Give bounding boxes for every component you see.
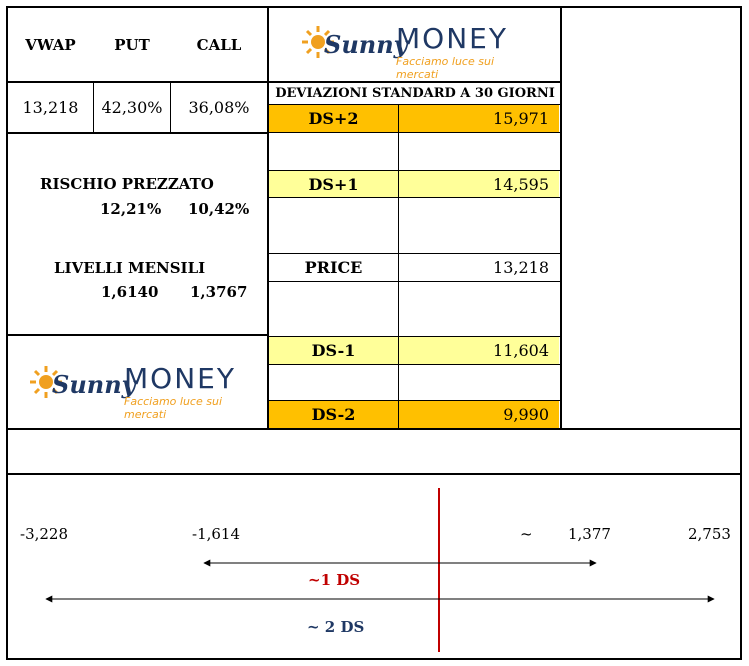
header-row-divider (6, 81, 268, 83)
dev-column-divider (398, 104, 399, 429)
levels-high: 1,3767 (190, 283, 248, 301)
dev-row-line (268, 400, 561, 401)
divider-bottom-row (6, 428, 742, 430)
dev-title: DEVIAZIONI STANDARD A 30 GIORNI (275, 86, 555, 101)
dev-row-line (268, 170, 561, 171)
vwap-put-divider (93, 82, 94, 132)
sun-icon (30, 366, 62, 398)
logo-bottom: Sunny MONEY Facciamo luce sui mercati (28, 360, 258, 421)
sun-icon (302, 26, 334, 58)
dev-row-label: PRICE (304, 258, 363, 277)
logo-money-text: MONEY (396, 22, 508, 55)
logo-sunny-text: Sunny (324, 30, 408, 59)
outer-border-left (6, 6, 8, 474)
dev-row-value: 11,604 (399, 337, 559, 364)
divider-chart-top (6, 473, 742, 475)
risk-call-pct: 10,42% (188, 200, 250, 218)
logo-tagline: Facciamo luce sui mercati (124, 395, 223, 421)
levels-divider (6, 334, 268, 336)
logo-tagline: Facciamo luce sui mercati (396, 55, 495, 81)
outer-border-top (6, 6, 742, 8)
outer-border-right (740, 6, 742, 474)
vwap-label: VWAP (25, 35, 76, 54)
put-call-divider (170, 82, 171, 132)
call-label: CALL (196, 35, 242, 54)
call-value: 36,08% (188, 98, 250, 117)
put-label: PUT (114, 35, 150, 54)
dev-row-line (268, 132, 561, 133)
range-chart-box (6, 474, 742, 660)
vwap-value: 13,218 (22, 98, 79, 117)
levels-low: 1,6140 (101, 283, 159, 301)
dev-row-label: DS+2 (269, 105, 398, 132)
right-2ds-value: 2,753 (688, 525, 731, 543)
dev-row-value: 13,218 (493, 258, 549, 277)
dev-row-label: DS-2 (269, 401, 398, 428)
levels-title: LIVELLI MENSILI (54, 259, 206, 277)
dev-row-line (268, 253, 561, 254)
one-ds-label: ~1 DS (308, 571, 361, 589)
dev-row-value: 15,971 (399, 105, 559, 132)
dev-row-line (268, 104, 561, 105)
dev-row-label: DS-1 (269, 337, 398, 364)
put-value: 42,30% (101, 98, 163, 117)
right-1ds-value: 1,377 (568, 525, 611, 543)
two-ds-label: ~ 2 DS (307, 618, 365, 636)
values-row-divider (6, 132, 268, 134)
dev-header-top (268, 81, 561, 83)
dev-row-line (268, 364, 561, 365)
dev-row-label: DS+1 (269, 171, 398, 197)
logo-money-text: MONEY (124, 362, 236, 395)
logo-top: Sunny MONEY Facciamo luce sui mercati (300, 20, 530, 81)
dev-row-line (268, 336, 561, 337)
table-right-border (560, 6, 562, 430)
risk-put-pct: 12,21% (100, 200, 162, 218)
range-chart-svg (45, 488, 715, 652)
dev-row-value: 9,990 (399, 401, 559, 428)
risk-title: RISCHIO PREZZATO (40, 175, 214, 193)
logo-sunny-text: Sunny (52, 370, 136, 399)
panel-divider (267, 6, 269, 430)
left-2ds-value: -3,228 (20, 525, 69, 543)
dev-row-line (268, 281, 561, 282)
right-1ds-prefix: ~ (520, 525, 533, 543)
dev-row-line (268, 197, 561, 198)
left-1ds-value: -1,614 (192, 525, 241, 543)
dev-row-value: 14,595 (399, 171, 559, 197)
